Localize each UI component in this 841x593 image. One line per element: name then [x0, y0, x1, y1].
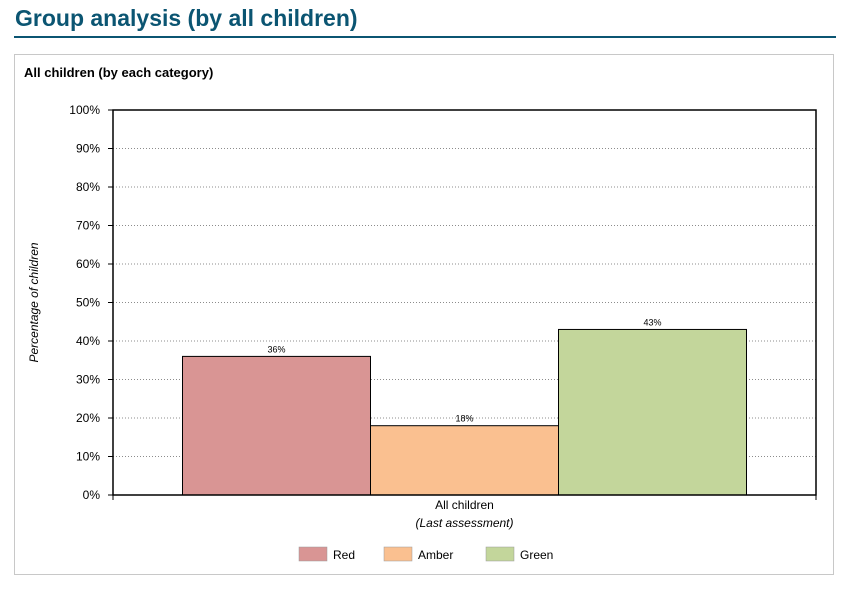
page-title: Group analysis (by all children)	[15, 5, 358, 31]
data-label-red: 36%	[267, 344, 285, 354]
legend-label-red: Red	[333, 548, 355, 562]
bar-green	[558, 328, 747, 496]
axes	[108, 109, 817, 500]
y-tick-label: 80%	[76, 180, 100, 194]
data-label-green: 43%	[643, 317, 661, 327]
y-tick-label: 50%	[76, 296, 100, 310]
x-category-label: All children	[435, 498, 494, 512]
legend-label-amber: Amber	[418, 548, 453, 562]
bar-amber	[370, 425, 559, 496]
legend-swatch-green	[485, 546, 515, 562]
legend-swatch-red	[298, 546, 328, 562]
title-divider	[14, 36, 836, 38]
y-tick-label: 0%	[83, 488, 101, 502]
bar-red	[182, 355, 371, 496]
y-tick-label: 40%	[76, 334, 100, 348]
y-axis-title: Percentage of children	[27, 242, 41, 362]
y-tick-label: 70%	[76, 219, 100, 233]
x-axis-title: (Last assessment)	[415, 516, 513, 530]
labels: 36% 18% 43% 0% 10% 20% 30% 40% 50% 60% 70% 80% 90% 10…	[27, 103, 662, 530]
bars	[182, 328, 747, 496]
y-tick-label: 90%	[76, 142, 100, 156]
y-tick-label: 20%	[76, 411, 100, 425]
y-tick-label: 30%	[76, 373, 100, 387]
data-label-amber: 18%	[455, 414, 473, 424]
legend-swatch-amber	[383, 546, 413, 562]
y-tick-label: 100%	[69, 103, 100, 117]
y-tick-label: 60%	[76, 257, 100, 271]
legend-label-green: Green	[520, 548, 553, 562]
chart-title: All children (by each category)	[24, 65, 214, 80]
y-tick-label: 10%	[76, 450, 100, 464]
legend: Red Amber Green	[298, 546, 553, 562]
